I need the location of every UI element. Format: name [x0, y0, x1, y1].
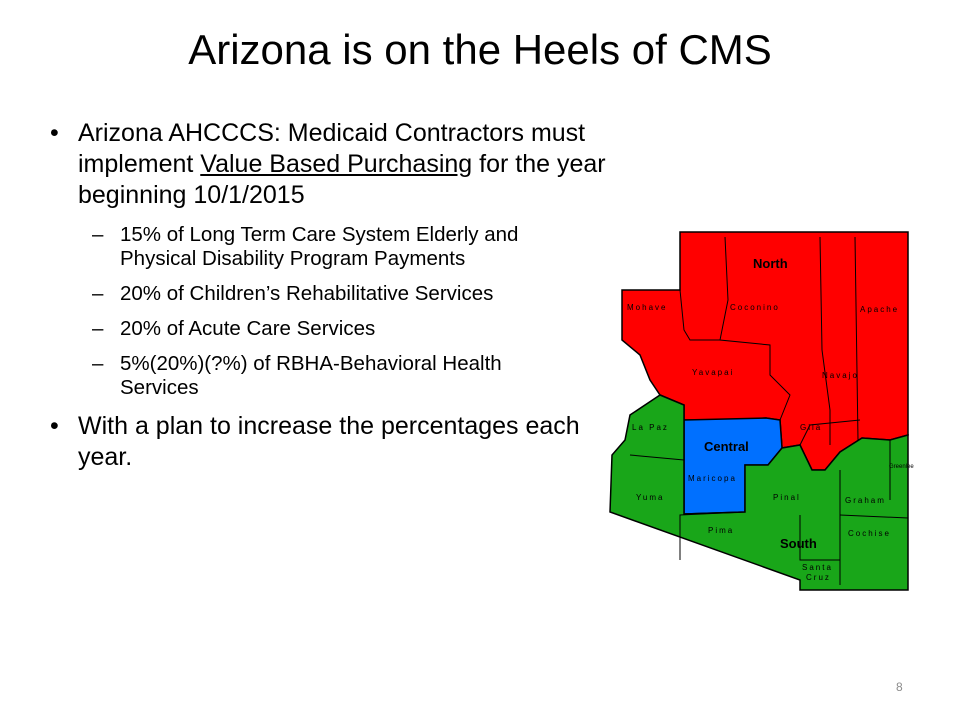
underlined-text: Value Based Purchasing [200, 150, 473, 178]
text: With a plan to increase the percentages … [78, 412, 580, 471]
region-label: South [780, 536, 817, 551]
bullet: With a plan to increase the percentages … [50, 411, 610, 473]
county-label: Coconino [730, 303, 780, 312]
south-region [609, 394, 909, 591]
sub-bullet: 15% of Long Term Care System Elderly and… [50, 223, 560, 271]
sub-bullet: 20% of Acute Care Services [50, 317, 560, 341]
page-number: 8 [896, 680, 903, 694]
sub-bullet: 5%(20%)(?%) of RBHA-Behavioral Health Se… [50, 352, 560, 400]
county-label: Yuma [636, 493, 664, 502]
county-label: Gila [800, 423, 822, 432]
county-lines [629, 236, 909, 585]
county-label: Maricopa [688, 474, 737, 483]
county-label: Graham [845, 496, 886, 505]
county-label: La Paz [632, 423, 669, 432]
county-label: Yavapai [692, 368, 734, 377]
county-label: Apache [860, 305, 899, 314]
region-label: North [753, 256, 788, 271]
county-label: Pinal [773, 493, 801, 502]
county-label: Santa [802, 563, 833, 572]
county-label: Mohave [627, 303, 667, 312]
county-label: Pima [708, 526, 734, 535]
sub-bullet: 20% of Children’s Rehabilitative Service… [50, 282, 560, 306]
bullet-list: Arizona AHCCCS: Medicaid Contractors mus… [50, 118, 610, 485]
county-label: Cochise [848, 529, 891, 538]
county-label: Navajo [822, 371, 859, 380]
slide-title: Arizona is on the Heels of CMS [188, 26, 772, 73]
text: Arizona AHCCCS: Medicaid Contractors mus… [78, 119, 586, 178]
bullet: Arizona AHCCCS: Medicaid Contractors mus… [50, 118, 610, 211]
region-label: Central [704, 439, 749, 454]
county-label: Cruz [806, 573, 831, 582]
county-label: Greenlee [889, 464, 914, 470]
arizona-map: North Central South Mohave Coconino Apac… [609, 231, 914, 591]
text: for the year beginning 10/1/2015 [78, 150, 606, 209]
